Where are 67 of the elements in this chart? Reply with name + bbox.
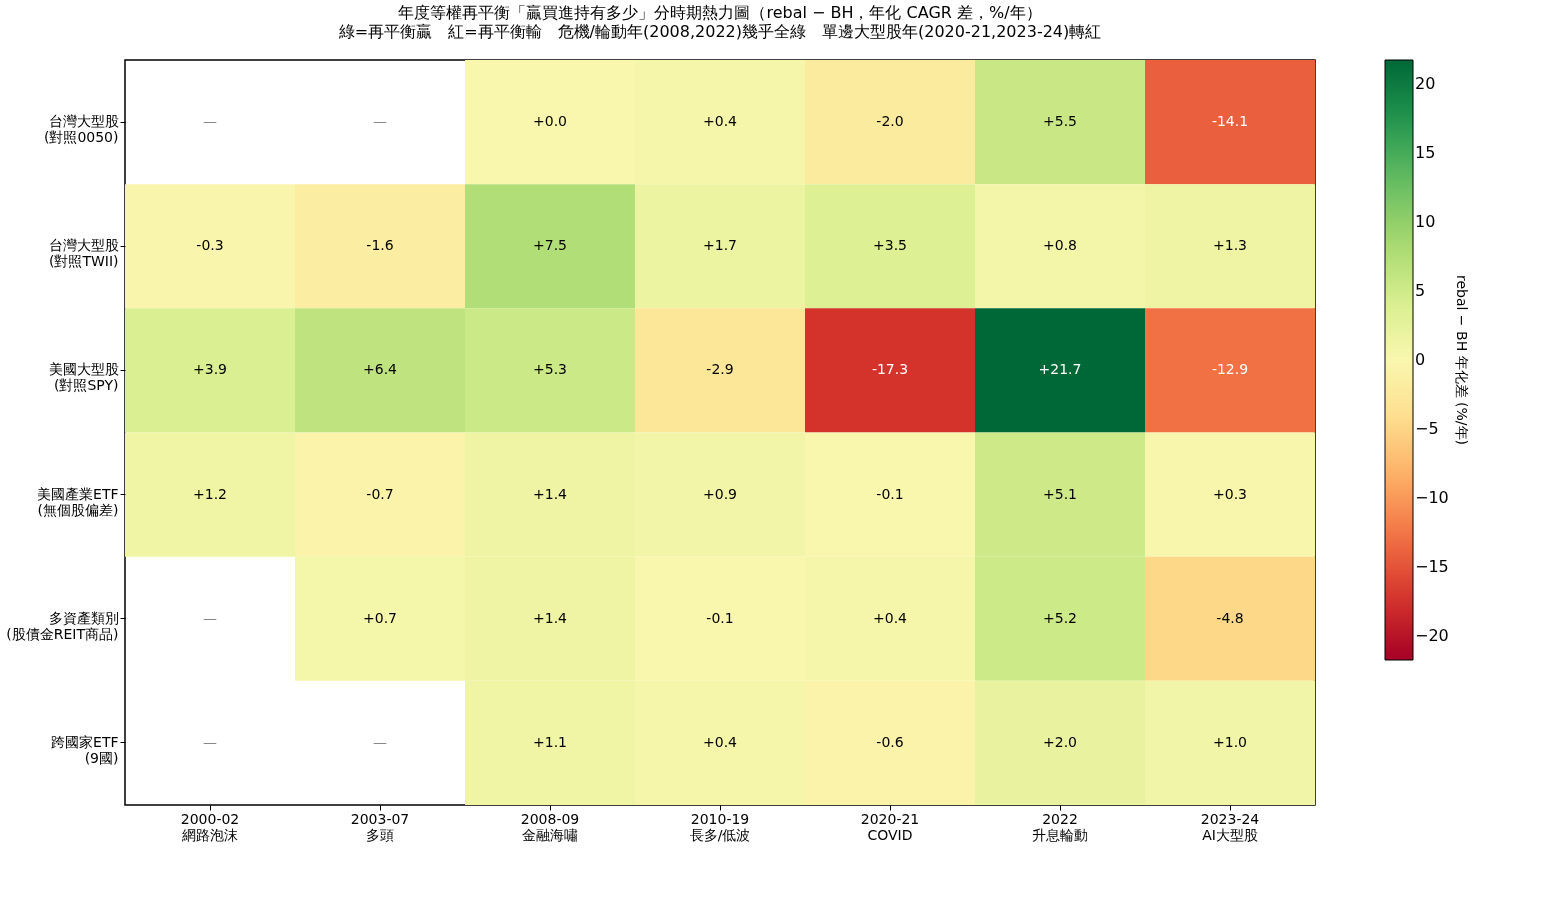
data-label: +21.7: [1038, 361, 1082, 378]
data-label: +3.9: [193, 361, 227, 378]
data-label: -12.9: [1211, 361, 1249, 378]
data-label: +1.4: [533, 609, 568, 626]
text: —: [203, 609, 217, 626]
y-tick-label: 美國產業ETF (無個股偏差): [37, 485, 119, 518]
color-bar-title: rebal − BH 年化差 (%/年): [1454, 274, 1470, 446]
color-bar-label: 10: [1415, 211, 1436, 231]
data-label: +0.9: [703, 485, 737, 502]
data-label: -0.7: [366, 485, 394, 502]
color-bar-label: 0: [1415, 350, 1426, 369]
color-bar-label: −10: [1415, 488, 1449, 508]
data-label: +5.3: [533, 361, 567, 378]
x-tick-label: 2023-24 AI大型股: [1200, 810, 1260, 843]
x-tick-label: 2020-21 COVID: [860, 810, 920, 843]
color-bar-label: 15: [1415, 142, 1436, 162]
data-label: +1.7: [703, 237, 737, 254]
data-label: +1.1: [533, 733, 567, 750]
x-tick-label: 2008-09 金融海嘯: [520, 810, 580, 843]
x-tick-label: 2003-07 多頭: [350, 810, 410, 843]
data-label: +5.5: [1043, 113, 1077, 130]
data-label: -2.9: [706, 361, 734, 378]
color-bar-label: −20: [1415, 626, 1449, 646]
color-bar-label: 20: [1415, 73, 1436, 93]
color-bar-label: −5: [1415, 419, 1439, 439]
x-tick-label: 2022 升息輪動: [1032, 810, 1088, 843]
data-label: -4.8: [1216, 609, 1244, 626]
data-label: -17.3: [871, 361, 909, 378]
chart-title: 年度等權再平衡「贏買進持有多少」分時期熱力圖（rebal − BH，年化 CAGR 差，%/年）: [398, 3, 1042, 22]
data-label: +5.1: [1043, 485, 1077, 502]
data-label: +6.4: [363, 361, 398, 378]
data-label: +1.3: [1213, 237, 1247, 254]
y-tick-label: 跨國家ETF (9國): [51, 733, 119, 766]
chart-subtitle: 綠=再平衡贏 紅=再平衡輸 危機/輪動年(2008,2022)幾乎全綠 單邊大型股年(2020-21,2023-24)轉紅: [337, 22, 1102, 41]
y-tick-label: 台灣大型股 (對照0050): [43, 113, 119, 146]
data-label: +1.2: [193, 485, 227, 502]
data-label: -1.6: [366, 237, 394, 254]
text: —: [203, 733, 217, 750]
data-label: +0.3: [1213, 485, 1247, 502]
x-tick-label: 2000-02 網路泡沫: [180, 810, 240, 843]
text: —: [373, 733, 387, 750]
data-label: +0.4: [703, 113, 738, 130]
data-label: +0.4: [873, 609, 908, 626]
data-label: +0.7: [363, 609, 397, 626]
data-label: +7.5: [533, 237, 567, 254]
text: —: [203, 113, 217, 130]
color-bar-label: 5: [1415, 280, 1426, 300]
data-label: +0.0: [533, 113, 567, 130]
data-label: -0.1: [706, 609, 734, 626]
data-label: -0.6: [876, 733, 904, 750]
y-tick-label: 台灣大型股 (對照TWII): [48, 237, 119, 270]
data-label: +0.4: [703, 733, 738, 750]
data-label: -0.1: [876, 485, 904, 502]
data-label: +5.2: [1043, 609, 1077, 626]
data-label: +2.0: [1043, 733, 1077, 750]
color-bar-label: −15: [1415, 557, 1449, 577]
y-tick-label: 多資產類別 (股債金REIT商品): [6, 609, 119, 642]
data-label: -2.0: [876, 113, 904, 130]
text: —: [373, 113, 387, 130]
y-tick-label: 美國大型股 (對照SPY): [48, 361, 119, 394]
data-label: +3.5: [873, 237, 907, 254]
data-label: +1.0: [1213, 733, 1247, 750]
data-label: -0.3: [196, 237, 224, 254]
x-tick-label: 2010-19 長多/低波: [689, 810, 751, 843]
data-label: +1.4: [533, 485, 568, 502]
data-label: +0.8: [1043, 237, 1077, 254]
data-label: -14.1: [1211, 113, 1249, 130]
